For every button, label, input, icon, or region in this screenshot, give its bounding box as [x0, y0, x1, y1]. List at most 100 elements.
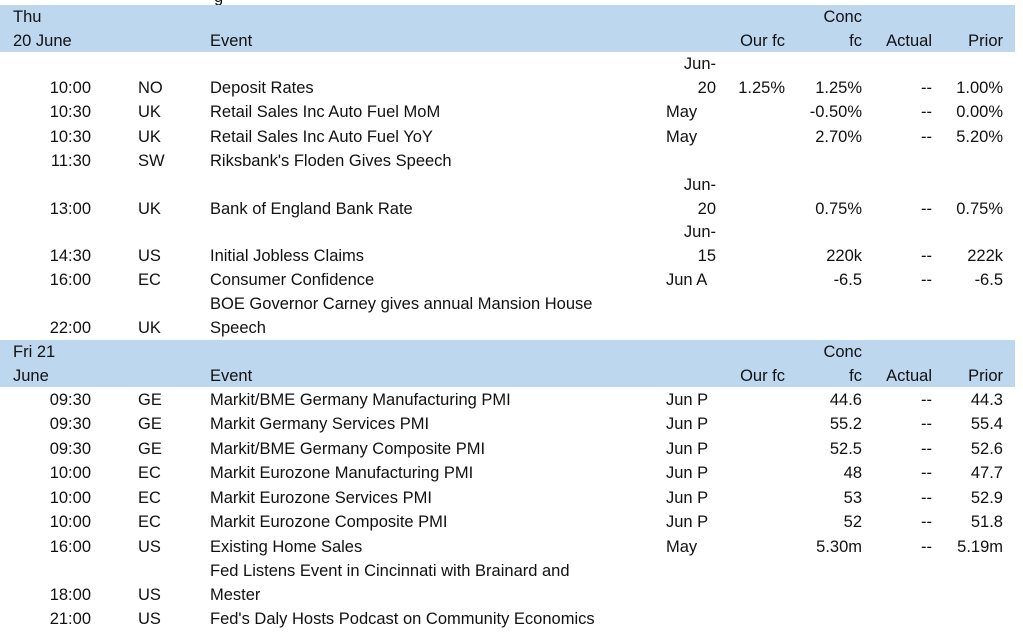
prior-cell: 51.8 [970, 513, 1003, 531]
day-label-line2: 20 June [13, 32, 72, 50]
event-cell: Riksbank's Floden Gives Speech [210, 152, 452, 170]
actual-cell: -- [921, 538, 932, 556]
event-cell: Initial Jobless Claims [210, 247, 365, 265]
conc-cell: 48 [843, 464, 862, 482]
country-cell: EC [138, 513, 161, 531]
event-cell: Deposit Rates [210, 79, 314, 97]
actual-cell: -- [921, 247, 932, 265]
actual-cell: -- [921, 79, 932, 97]
period-cell: Jun P [666, 464, 709, 482]
country-cell: UK [138, 200, 161, 218]
actual-cell: -- [921, 271, 932, 289]
conc-cell: 53 [843, 489, 862, 507]
time-cell: 10:30 [49, 103, 91, 121]
event-cell: Retail Sales Inc Auto Fuel YoY [210, 128, 433, 146]
table-row: 10:30 UK Retail Sales Inc Auto Fuel MoM … [0, 100, 1015, 124]
actual-cell: -- [921, 391, 932, 409]
conc-cell: 55.2 [829, 415, 862, 433]
period-cell-line2: 20 [697, 79, 716, 97]
period-cell-line1: Jun- [683, 176, 716, 194]
prior-cell: -6.5 [974, 271, 1003, 289]
prior-cell: 0.75% [956, 200, 1003, 218]
time-cell: 10:30 [49, 128, 91, 146]
prior-cell: 5.19m [957, 538, 1003, 556]
col-event-header: Event [210, 32, 253, 50]
actual-cell: -- [921, 128, 932, 146]
table-row: 11:30 SW Riksbank's Floden Gives Speech [0, 149, 1015, 173]
country-cell: GE [138, 440, 162, 458]
event-cell: Markit/BME Germany Composite PMI [210, 440, 486, 458]
event-cell: Markit Eurozone Manufacturing PMI [210, 464, 474, 482]
table-row: 22:00 UK BOE Governor Carney gives annua… [0, 292, 1015, 340]
our-fc-cell: 1.25% [738, 79, 785, 97]
country-cell: US [138, 610, 161, 628]
prior-cell: 222k [967, 247, 1003, 265]
country-cell: UK [138, 128, 161, 146]
conc-cell: 2.70% [815, 128, 862, 146]
table-row: 09:30 GE Markit Germany Services PMI Jun… [0, 412, 1015, 436]
conc-cell: 1.25% [815, 79, 862, 97]
event-cell: Markit/BME Germany Manufacturing PMI [210, 391, 511, 409]
prior-cell: 5.20% [956, 128, 1003, 146]
time-cell: 16:00 [49, 271, 91, 289]
time-cell: 09:30 [49, 415, 91, 433]
event-cell: Bank of England Bank Rate [210, 200, 413, 218]
actual-cell: -- [921, 415, 932, 433]
time-cell: 10:00 [49, 464, 91, 482]
period-cell: May [666, 103, 698, 121]
event-cell-line2: Speech [210, 319, 266, 337]
table-row: 10:00 EC Markit Eurozone Composite PMI J… [0, 510, 1015, 534]
period-cell: Jun P [666, 513, 709, 531]
period-cell-line1: Jun- [683, 223, 716, 241]
event-cell: Fed's Daly Hosts Podcast on Community Ec… [210, 610, 595, 628]
clipped-text: g [214, 0, 223, 5]
country-cell: US [138, 538, 161, 556]
col-conc-header-line1: Conc [823, 343, 862, 361]
time-cell: 10:00 [49, 513, 91, 531]
event-cell-line1: BOE Governor Carney gives annual Mansion… [210, 295, 593, 313]
prior-cell: 1.00% [956, 79, 1003, 97]
period-cell: Jun P [666, 440, 709, 458]
table-row: 18:00 US Fed Listens Event in Cincinnati… [0, 559, 1015, 607]
table-row: 16:00 EC Consumer Confidence Jun A -6.5 … [0, 268, 1015, 292]
table-row: 10:00 EC Markit Eurozone Services PMI Ju… [0, 486, 1015, 510]
col-conc-header-line1: Conc [823, 8, 862, 26]
event-cell: Retail Sales Inc Auto Fuel MoM [210, 103, 441, 121]
time-cell: 09:30 [49, 391, 91, 409]
period-cell: Jun A [666, 271, 708, 289]
col-actual-header: Actual [886, 32, 932, 50]
day-label-line1: Thu [13, 8, 42, 26]
conc-cell: -0.50% [809, 103, 862, 121]
col-prior-header: Prior [968, 32, 1003, 50]
table-row: 14:30 US Initial Jobless Claims Jun- 15 … [0, 220, 1015, 268]
event-cell: Markit Eurozone Composite PMI [210, 513, 448, 531]
day-label-line2: June [13, 367, 49, 385]
time-cell: 10:00 [49, 489, 91, 507]
period-cell: May [666, 538, 698, 556]
actual-cell: -- [921, 440, 932, 458]
period-cell-line2: 15 [697, 247, 716, 265]
time-cell: 21:00 [49, 610, 91, 628]
country-cell: SW [138, 152, 165, 170]
actual-cell: -- [921, 464, 932, 482]
country-cell: GE [138, 415, 162, 433]
conc-cell: 44.6 [829, 391, 862, 409]
event-cell: Consumer Confidence [210, 271, 375, 289]
table-row: 10:00 NO Deposit Rates Jun- 20 1.25% 1.2… [0, 52, 1015, 100]
time-cell: 22:00 [49, 319, 91, 337]
country-cell: EC [138, 464, 161, 482]
col-conc-header-line2: fc [849, 367, 862, 385]
conc-cell: 52 [843, 513, 862, 531]
actual-cell: -- [921, 200, 932, 218]
time-cell: 11:30 [50, 152, 91, 170]
country-cell: EC [138, 271, 161, 289]
prior-cell: 44.3 [970, 391, 1003, 409]
period-cell: Jun P [666, 415, 709, 433]
country-cell: NO [138, 79, 163, 97]
period-cell-line1: Jun- [683, 55, 716, 73]
prior-cell: 0.00% [956, 103, 1003, 121]
country-cell: UK [138, 103, 161, 121]
table-row: 10:30 UK Retail Sales Inc Auto Fuel YoY … [0, 125, 1015, 149]
table-row: 09:30 GE Markit/BME Germany Composite PM… [0, 437, 1015, 461]
table-row: 16:00 US Existing Home Sales May 5.30m -… [0, 535, 1015, 559]
